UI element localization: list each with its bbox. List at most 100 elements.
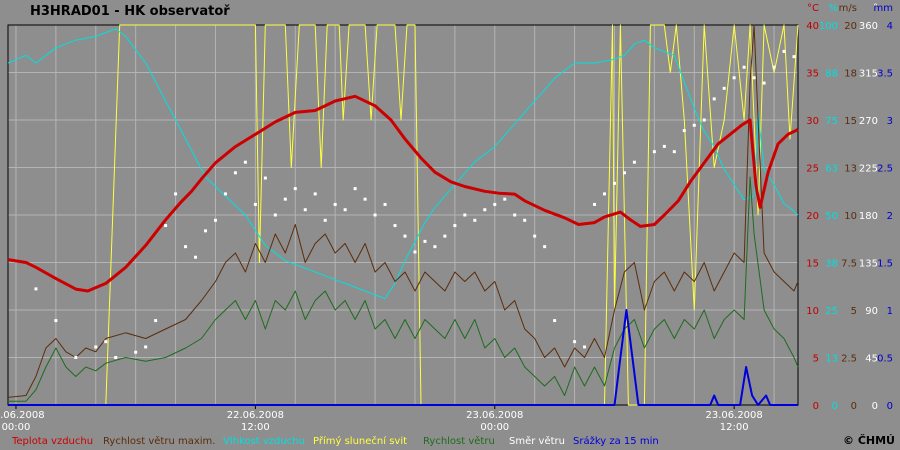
axis-unit-label: ° xyxy=(873,3,878,14)
axis-tick-label: 0 xyxy=(851,401,857,412)
axis-tick-label: 25 xyxy=(825,306,838,317)
axis-unit-label: °C xyxy=(807,3,819,14)
wind-direction-point xyxy=(752,76,756,80)
wind-direction-point xyxy=(632,160,636,164)
wind-direction-point xyxy=(283,197,287,201)
axis-tick-label: 270 xyxy=(859,116,878,127)
x-axis-ticks: 22.06.200800:0022.06.200812:0023.06.2008… xyxy=(0,405,763,433)
wind-direction-point xyxy=(34,287,38,291)
wind-direction-point xyxy=(343,208,347,212)
wind-direction-point xyxy=(583,345,587,349)
wind-direction-point xyxy=(702,118,706,122)
x-tick-time: 00:00 xyxy=(2,422,31,433)
wind-direction-point xyxy=(463,213,467,217)
axis-tick-label: 0 xyxy=(872,401,878,412)
wind-direction-point xyxy=(313,192,317,196)
legend-item: Rychlost větru xyxy=(423,435,495,447)
legend-item: Srážky za 15 min xyxy=(573,435,659,447)
wind-direction-point xyxy=(762,81,766,85)
x-tick-date: 22.06.2008 xyxy=(227,410,284,421)
wind-direction-point xyxy=(154,319,158,323)
axis-tick-label: 25 xyxy=(806,164,819,175)
legend-item: Přímý sluneční svit xyxy=(313,435,407,447)
wind-direction-point xyxy=(473,218,477,222)
wind-direction-point xyxy=(164,224,168,228)
wind-direction-point xyxy=(323,218,327,222)
wind-direction-point xyxy=(543,245,547,249)
axis-tick-label: 40 xyxy=(806,21,819,32)
axis-tick-label: 10 xyxy=(806,306,819,317)
wind-direction-point xyxy=(253,202,257,206)
legend-item: Teplota vzduchu xyxy=(11,436,93,447)
axis-tick-label: 88 xyxy=(825,69,838,80)
wind-direction-point xyxy=(662,144,666,148)
axis-tick-label: 2.5 xyxy=(841,354,857,365)
series-line-rychlost-vetru xyxy=(8,176,799,402)
axis-tick-label: 3.5 xyxy=(877,69,893,80)
axis-tick-label: 135 xyxy=(859,259,878,270)
wind-direction-point xyxy=(194,255,198,259)
axis-tick-label: 225 xyxy=(859,164,878,175)
wind-direction-point xyxy=(333,202,337,206)
axis-tick-label: 50 xyxy=(825,211,838,222)
legend-item: Vlhkost vzduchu xyxy=(223,436,305,447)
wind-direction-point xyxy=(263,176,267,180)
wind-direction-point xyxy=(652,150,656,154)
wind-direction-point xyxy=(204,229,207,233)
wind-direction-point xyxy=(233,171,237,175)
axis-tick-label: 45 xyxy=(865,354,878,365)
wind-direction-point xyxy=(134,350,138,354)
axis-tick-label: 35 xyxy=(806,69,819,80)
wind-direction-point xyxy=(54,319,58,323)
wind-direction-point xyxy=(363,197,367,201)
axis-tick-label: 63 xyxy=(825,164,838,175)
axis-unit-label: m/s xyxy=(839,3,857,14)
wind-direction-point xyxy=(622,171,626,175)
axis-tick-label: 180 xyxy=(859,211,878,222)
axis-tick-label: 20 xyxy=(806,211,819,222)
copyright: © ČHMÚ xyxy=(843,434,895,447)
axis-tick-label: 100 xyxy=(819,21,838,32)
axis-unit-label: % xyxy=(828,3,838,14)
wind-direction-point xyxy=(692,123,696,127)
axis-tick-label: 5 xyxy=(813,354,819,365)
axis-tick-label: 15 xyxy=(844,116,857,127)
axis-tick-label: 13 xyxy=(825,354,838,365)
axes-layer: °C0510152025303540%013253850637588100m/s… xyxy=(806,3,893,412)
axis-tick-label: 10 xyxy=(844,211,857,222)
legend: Teplota vzduchu Rychlost větru maxim. Vlhk… xyxy=(11,435,659,447)
wind-direction-point xyxy=(602,192,606,196)
wind-direction-point xyxy=(223,192,227,196)
axis-tick-label: 13 xyxy=(844,164,857,175)
chart-title: H3HRAD01 - HK observatoř xyxy=(30,4,230,19)
axis-tick-label: 15 xyxy=(806,259,819,270)
series-layer xyxy=(7,24,799,406)
series-line-rychlost-vetru-maxim- xyxy=(7,24,799,398)
axis-tick-label: 30 xyxy=(806,116,819,127)
axis-tick-label: 0.5 xyxy=(877,354,893,365)
wind-direction-point xyxy=(612,181,616,185)
axis-tick-label: 0 xyxy=(887,401,893,412)
axis-tick-label: 315 xyxy=(859,69,878,80)
wind-direction-point xyxy=(672,150,676,154)
x-tick-time: 12:00 xyxy=(241,422,270,433)
wind-direction-point xyxy=(732,76,736,80)
axis-tick-label: 38 xyxy=(825,259,838,270)
wind-direction-point xyxy=(144,345,148,349)
axis-unit-label: mm xyxy=(874,3,893,14)
wind-direction-point xyxy=(353,187,357,191)
wind-direction-point xyxy=(483,208,487,212)
wind-direction-point xyxy=(782,49,786,53)
wind-direction-point xyxy=(722,86,726,90)
axis-tick-label: 20 xyxy=(844,21,857,32)
wind-direction-point xyxy=(712,97,716,101)
wind-direction-point xyxy=(94,345,98,349)
wind-direction-point xyxy=(523,218,527,222)
wind-direction-point xyxy=(184,245,188,249)
wind-direction-point xyxy=(273,213,277,217)
wind-direction-point xyxy=(293,187,297,191)
axis-tick-label: 4 xyxy=(887,21,893,32)
wind-direction-point xyxy=(243,160,247,164)
wind-direction-point xyxy=(513,213,517,217)
